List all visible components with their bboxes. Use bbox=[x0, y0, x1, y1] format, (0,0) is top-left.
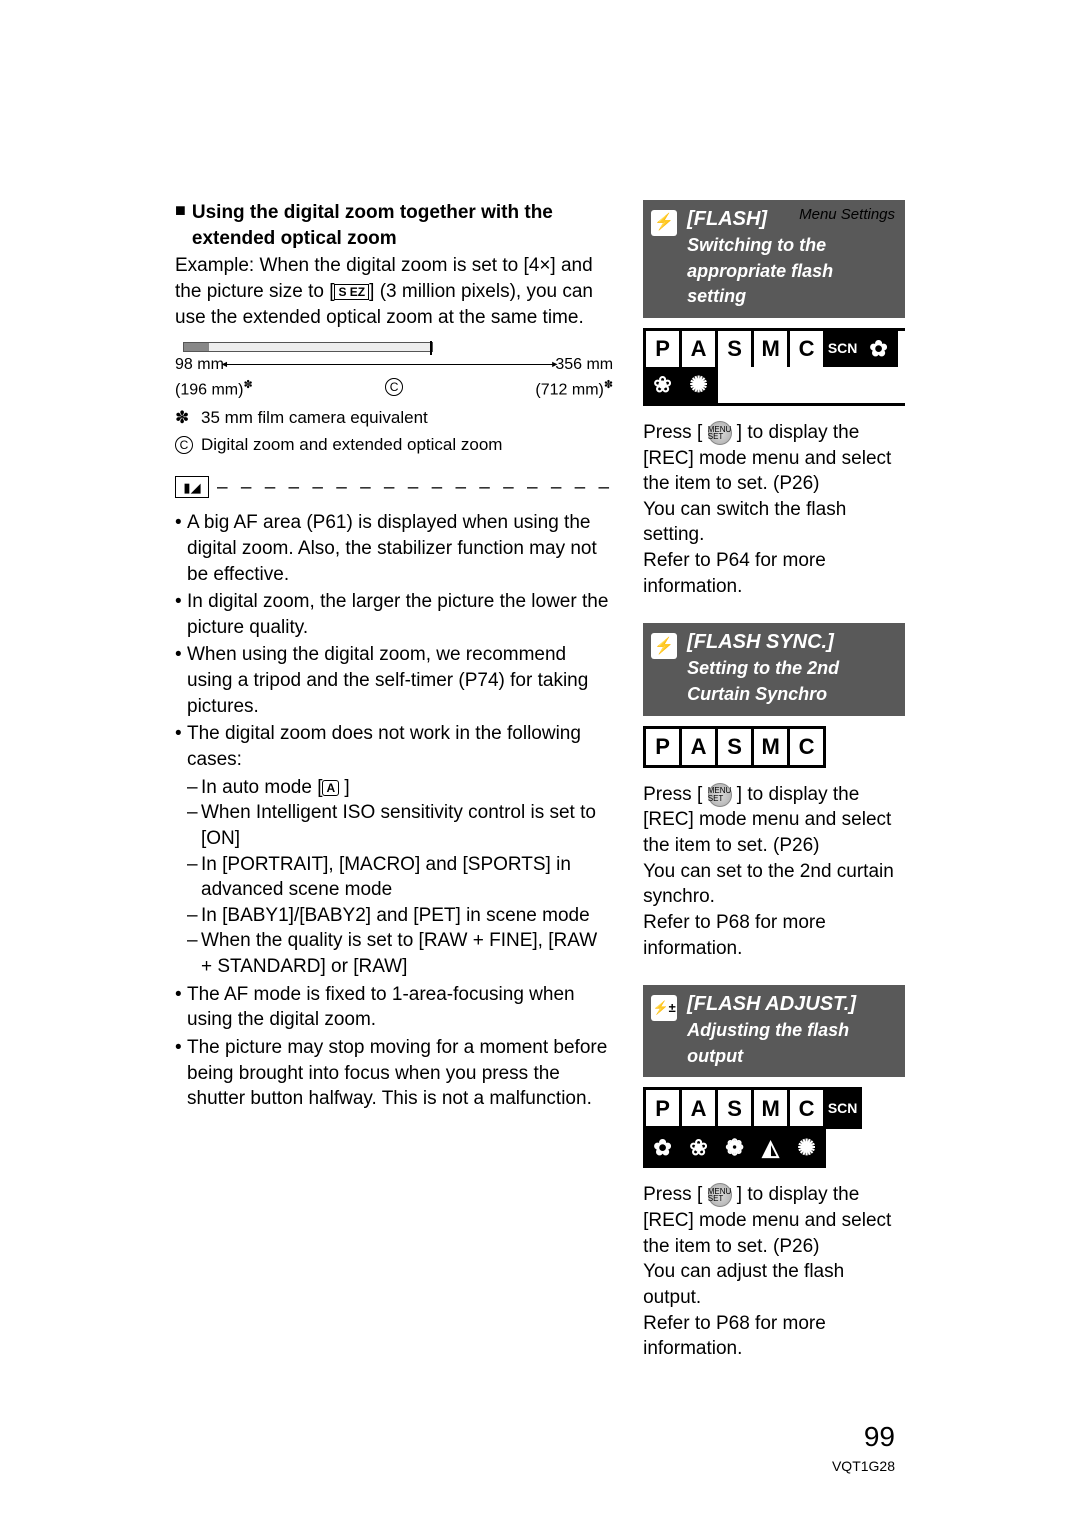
adjust-modes-wrap: P A S M C SCN ✿ ❀ ❁ ◭ ✺ bbox=[643, 1087, 905, 1168]
sub-5: –When the quality is set to [RAW + FINE]… bbox=[187, 928, 613, 979]
mode-a: A bbox=[682, 729, 718, 765]
adjust-line3: Refer to P68 for more information. bbox=[643, 1313, 826, 1360]
sync-line3: Refer to P68 for more information. bbox=[643, 912, 826, 959]
mode-c: C bbox=[790, 729, 826, 765]
mode-c: C bbox=[790, 1090, 826, 1126]
section-heading: ■ Using the digital zoom together with t… bbox=[175, 200, 613, 251]
auto-a-icon: A bbox=[322, 780, 339, 796]
note-3: When using the digital zoom, we recommen… bbox=[187, 642, 613, 719]
sez-icon: S EZ bbox=[334, 284, 369, 300]
sync-header: ⚡ [FLASH SYNC.] Setting to the 2nd Curta… bbox=[643, 623, 905, 715]
flash-icon: ⚡ bbox=[651, 210, 677, 236]
mode-scene-3-icon: ✺ bbox=[682, 367, 718, 403]
adjust-press: Press [ MENUSET ] to display the [REC] m… bbox=[643, 1182, 905, 1361]
zoom-left-paren: (196 mm)✽ bbox=[175, 378, 253, 401]
adjust-icon: ⚡± bbox=[651, 995, 677, 1021]
zoom-diagram: 98 mm 356 mm (196 mm)✽ C (712 mm)✽ bbox=[175, 342, 613, 401]
adjust-header: ⚡± [FLASH ADJUST.] Adjusting the flash o… bbox=[643, 985, 905, 1077]
mode-scene-d-icon: ◭ bbox=[754, 1129, 790, 1165]
flash-press: Press [ MENUSET ] to display the [REC] m… bbox=[643, 420, 905, 599]
dash-row: – – – – – – – – – – – – – – – – – bbox=[217, 475, 613, 501]
adjust-sub: Adjusting the flash output bbox=[687, 1020, 849, 1066]
mode-m: M bbox=[754, 729, 790, 765]
sync-title: [FLASH SYNC.] bbox=[687, 631, 834, 653]
flash-line3: Refer to P64 for more information. bbox=[643, 550, 826, 597]
adjust-modes-r1: P A S M C SCN bbox=[643, 1087, 862, 1129]
adjust-line2: You can adjust the flash output. bbox=[643, 1261, 844, 1308]
flash-modes: P A S M C SCN ✿ ❀ ✺ bbox=[643, 328, 905, 406]
footnote-c-text: Digital zoom and extended optical zoom bbox=[201, 434, 502, 457]
sub-4: –In [BABY1]/[BABY2] and [PET] in scene m… bbox=[187, 903, 613, 929]
mode-scn: SCN bbox=[826, 331, 862, 367]
adjust-title: [FLASH ADJUST.] bbox=[687, 993, 856, 1015]
note-tail-2: The picture may stop moving for a moment… bbox=[187, 1035, 613, 1112]
sync-modes: P A S M C bbox=[643, 726, 826, 768]
mode-s: S bbox=[718, 729, 754, 765]
page-number: 99 bbox=[864, 1418, 895, 1456]
sync-line2: You can set to the 2nd curtain synchro. bbox=[643, 861, 894, 908]
mode-scene-2-icon: ❀ bbox=[646, 367, 682, 403]
section-title: Using the digital zoom together with the… bbox=[192, 200, 613, 251]
sync-press: Press [ MENUSET ] to display the [REC] m… bbox=[643, 782, 905, 961]
flash-line2: You can switch the flash setting. bbox=[643, 499, 846, 546]
sync-icon: ⚡ bbox=[651, 633, 677, 659]
example-paragraph: Example: When the digital zoom is set to… bbox=[175, 253, 613, 330]
two-column-layout: ■ Using the digital zoom together with t… bbox=[175, 200, 905, 1386]
zoom-arrow-line bbox=[226, 364, 553, 376]
notes-tail-list: •The AF mode is fixed to 1-area-focusing… bbox=[175, 982, 613, 1112]
note-tail-1: The AF mode is fixed to 1-area-focusing … bbox=[187, 982, 613, 1033]
mode-p: P bbox=[646, 729, 682, 765]
mode-s: S bbox=[718, 331, 754, 367]
mode-m: M bbox=[754, 331, 790, 367]
header-menu-settings: Menu Settings bbox=[799, 205, 895, 225]
mode-m: M bbox=[754, 1090, 790, 1126]
zoom-label-row1: 98 mm 356 mm bbox=[175, 354, 613, 376]
mode-p: P bbox=[646, 331, 682, 367]
mode-scene-1-icon: ✿ bbox=[862, 331, 898, 367]
mode-scene-b-icon: ❀ bbox=[682, 1129, 718, 1165]
right-column: ⚡ [FLASH] Switching to the appropriate f… bbox=[643, 200, 905, 1386]
square-bullet-icon: ■ bbox=[175, 200, 186, 222]
mode-a: A bbox=[682, 1090, 718, 1126]
mode-c: C bbox=[790, 331, 826, 367]
menu-set-button-icon: MENUSET bbox=[708, 1183, 732, 1207]
zoom-left-mm: 98 mm bbox=[175, 354, 224, 376]
adjust-modes-r2: ✿ ❀ ❁ ◭ ✺ bbox=[643, 1129, 826, 1168]
flash-sub: Switching to the appropriate flash setti… bbox=[687, 235, 833, 306]
mode-scene-c-icon: ❁ bbox=[718, 1129, 754, 1165]
doc-id: VQT1G28 bbox=[832, 1457, 895, 1476]
mode-s: S bbox=[718, 1090, 754, 1126]
note-2: In digital zoom, the larger the picture … bbox=[187, 589, 613, 640]
flash-title: [FLASH] bbox=[687, 208, 767, 230]
star-icon: ✽ bbox=[175, 407, 201, 430]
note-1: A big AF area (P61) is displayed when us… bbox=[187, 510, 613, 587]
mode-scene-a-icon: ✿ bbox=[646, 1129, 682, 1165]
sub-2: –When Intelligent ISO sensitivity contro… bbox=[187, 800, 613, 851]
circled-c-icon: C bbox=[385, 378, 403, 396]
menu-set-button-icon: MENUSET bbox=[708, 783, 732, 807]
zoom-right-paren: (712 mm)✽ bbox=[535, 378, 613, 401]
footnote-star-text: 35 mm film camera equivalent bbox=[201, 407, 428, 430]
note-icon: ▮◢ bbox=[175, 476, 209, 498]
mode-a: A bbox=[682, 331, 718, 367]
notes-list: •A big AF area (P61) is displayed when u… bbox=[175, 510, 613, 772]
sync-sub: Setting to the 2nd Curtain Synchro bbox=[687, 658, 839, 704]
mode-p: P bbox=[646, 1090, 682, 1126]
note-4: The digital zoom does not work in the fo… bbox=[187, 721, 613, 772]
zoom-bar bbox=[183, 342, 433, 352]
menu-set-button-icon: MENUSET bbox=[708, 421, 732, 445]
mode-scn: SCN bbox=[826, 1090, 862, 1126]
note-divider: ▮◢ – – – – – – – – – – – – – – – – – bbox=[175, 475, 613, 501]
mode-scene-e-icon: ✺ bbox=[790, 1129, 826, 1165]
zoom-right-mm: 356 mm bbox=[555, 354, 613, 376]
left-column: ■ Using the digital zoom together with t… bbox=[175, 200, 613, 1386]
footnote-star: ✽ 35 mm film camera equivalent bbox=[175, 407, 613, 430]
sub-3: –In [PORTRAIT], [MACRO] and [SPORTS] in … bbox=[187, 852, 613, 903]
footnote-c: C Digital zoom and extended optical zoom bbox=[175, 434, 613, 457]
zoom-label-row2: (196 mm)✽ C (712 mm)✽ bbox=[175, 378, 613, 401]
sub-1: –In auto mode [A ] bbox=[187, 775, 613, 801]
circled-c-mark: C bbox=[175, 434, 201, 457]
